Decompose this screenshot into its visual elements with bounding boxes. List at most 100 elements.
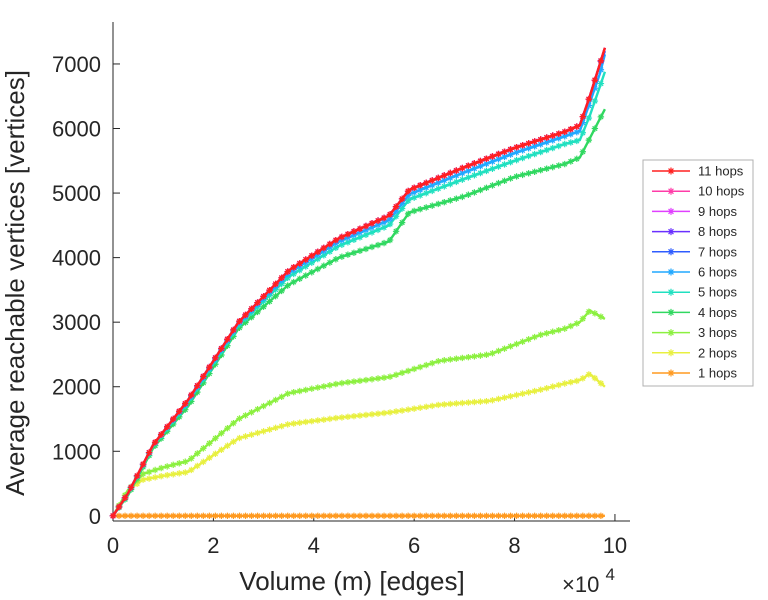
series-point	[332, 244, 340, 252]
series-point	[435, 179, 442, 186]
series-point	[459, 164, 466, 172]
series-point	[266, 298, 273, 305]
series-point	[151, 466, 159, 474]
series-point	[194, 450, 201, 457]
series-point	[212, 361, 219, 368]
series-point	[242, 433, 249, 440]
series-point	[495, 347, 502, 355]
series-point	[549, 132, 556, 139]
series-point	[404, 512, 412, 520]
series-point	[507, 393, 514, 400]
series-point	[447, 356, 454, 363]
y-tick-label: 2000	[52, 375, 101, 400]
series-point	[290, 264, 297, 271]
series-point	[296, 275, 303, 282]
series-point	[465, 174, 472, 181]
series-point	[453, 167, 460, 174]
series-point	[667, 308, 675, 316]
series-line	[111, 372, 606, 517]
series-point	[320, 512, 328, 520]
series-point	[591, 76, 599, 84]
legend-entry: 7 hops	[652, 244, 738, 259]
series-point	[380, 409, 388, 417]
series-11-hops	[109, 47, 607, 520]
series-point	[374, 512, 382, 520]
series-point	[404, 210, 412, 218]
series-point	[585, 512, 593, 520]
series-point	[302, 418, 309, 426]
series-line	[112, 50, 607, 517]
series-point	[667, 349, 675, 357]
series-point	[170, 415, 177, 423]
series-point	[537, 167, 544, 174]
series-point	[465, 353, 472, 361]
x-axis-multiplier-base: ×10	[562, 572, 599, 597]
series-point	[302, 512, 309, 520]
series-point	[525, 389, 532, 396]
series-point	[429, 177, 436, 184]
series-line	[112, 71, 607, 517]
series-point	[374, 410, 382, 417]
series-point	[501, 161, 508, 168]
y-tick-label: 3000	[52, 310, 101, 335]
series-point	[218, 512, 225, 520]
series-point	[591, 84, 599, 92]
series-point	[591, 125, 599, 132]
series-point	[236, 317, 243, 325]
series-point	[416, 186, 424, 194]
series-point	[567, 130, 574, 138]
series-point	[667, 228, 675, 236]
series-point	[398, 219, 406, 226]
series-point	[266, 512, 273, 520]
series-point	[561, 325, 568, 332]
series-point	[224, 342, 231, 349]
series-point	[507, 175, 514, 182]
series-point	[314, 384, 321, 391]
series-point	[326, 259, 334, 266]
legend-entry: 9 hops	[652, 204, 738, 219]
series-point	[667, 167, 675, 175]
series-point	[212, 354, 219, 362]
series-point	[483, 351, 490, 359]
series-point	[278, 280, 285, 287]
series-point	[477, 352, 484, 359]
series-point	[453, 355, 460, 362]
series-point	[459, 354, 466, 362]
series-point	[513, 512, 520, 520]
series-point	[543, 384, 550, 392]
series-point	[157, 473, 165, 480]
series-point	[507, 343, 514, 350]
series-point	[423, 512, 430, 520]
series-point	[416, 363, 424, 371]
series-point	[410, 184, 418, 191]
series-point	[139, 512, 147, 520]
legend-label: 4 hops	[698, 305, 738, 320]
series-point	[302, 272, 309, 279]
series-point	[667, 288, 675, 296]
series-point	[284, 274, 291, 282]
series-point	[188, 398, 195, 405]
legend-box	[642, 159, 754, 387]
series-point	[591, 374, 599, 382]
series-point	[441, 198, 448, 206]
series-point	[133, 472, 141, 480]
series-point	[164, 512, 171, 520]
series-point	[567, 139, 574, 146]
series-point	[157, 512, 165, 520]
series-point	[200, 512, 207, 520]
series-point	[260, 303, 267, 310]
series-point	[477, 163, 484, 170]
series-point	[151, 439, 159, 446]
series-point	[338, 241, 346, 248]
series-point	[667, 329, 675, 337]
series-point	[423, 179, 430, 187]
series-point	[254, 299, 261, 306]
series-point	[531, 333, 538, 341]
series-point	[513, 144, 520, 151]
series-point	[531, 138, 538, 145]
series-point	[380, 374, 388, 381]
series-point	[302, 263, 309, 270]
series-point	[579, 129, 587, 136]
y-axis-title: Average reachable vertices [vertices]	[0, 70, 30, 496]
series-point	[591, 97, 599, 105]
